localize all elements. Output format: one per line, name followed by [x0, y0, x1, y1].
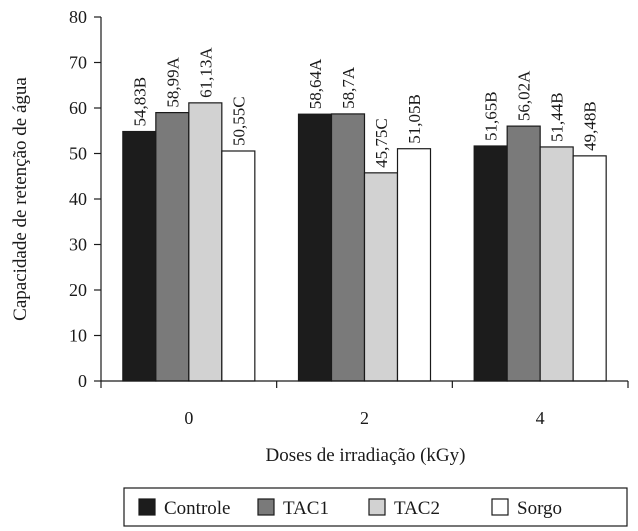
legend-label-tac2: TAC2 — [394, 498, 440, 519]
data-label: 58,99A — [163, 56, 182, 107]
x-axis-title: Doses de irradiação (kGy) — [266, 445, 466, 466]
bar-tac2 — [188, 102, 223, 382]
legend-label-sorgo: Sorgo — [517, 498, 562, 519]
data-label: 45,75C — [372, 118, 391, 168]
bar-controle — [122, 130, 157, 382]
data-label: 61,13A — [196, 47, 215, 98]
y-axis-title: Capacidade de retenção de água — [10, 77, 31, 321]
x-axis-ticks: 0 2 4 — [100, 381, 629, 428]
y-tick-label: 50 — [69, 144, 87, 164]
y-tick-label: 70 — [69, 53, 87, 73]
data-label: 56,02A — [515, 70, 534, 121]
legend-swatch-tac2 — [368, 498, 386, 516]
data-label: 51,65B — [482, 91, 501, 141]
bar-sorgo — [396, 148, 432, 382]
bar-tac1 — [155, 111, 190, 382]
bar-sorgo — [572, 155, 607, 382]
data-label: 58,7A — [339, 66, 358, 109]
y-tick-label: 40 — [69, 189, 87, 209]
y-tick-label: 0 — [78, 371, 87, 391]
data-label: 58,64A — [306, 58, 325, 109]
y-tick-label: 80 — [69, 7, 87, 27]
y-axis-ticks: 0 10 20 30 40 50 60 70 80 — [69, 7, 101, 391]
legend-swatch-sorgo — [491, 498, 509, 516]
y-tick-label: 60 — [69, 98, 87, 118]
bar-tac1 — [506, 125, 541, 382]
legend-label-controle: Controle — [164, 498, 231, 519]
y-tick-label: 30 — [69, 235, 87, 255]
bar-tac2 — [363, 172, 399, 382]
legend-swatch-tac1 — [257, 498, 275, 516]
bar-controle — [297, 113, 333, 382]
x-tick-label: 0 — [184, 408, 193, 428]
bar-tac1 — [330, 113, 366, 382]
bar-groups — [122, 102, 607, 382]
bar-tac2 — [539, 146, 574, 382]
legend: Controle TAC1 TAC2 Sorgo — [123, 487, 628, 527]
data-label: 50,55C — [229, 96, 248, 146]
bar-sorgo — [221, 150, 256, 382]
legend-label-tac1: TAC1 — [283, 498, 329, 519]
bar-controle — [473, 145, 508, 382]
data-label: 51,44B — [548, 92, 567, 142]
data-label: 51,05B — [405, 94, 424, 144]
data-label: 49,48B — [581, 101, 600, 151]
y-tick-label: 10 — [69, 326, 87, 346]
y-tick-label: 20 — [69, 280, 87, 300]
x-tick-label: 2 — [360, 408, 369, 428]
data-labels: 54,83B 58,99A 61,13A 50,55C 58,64A 58,7A 45,75… — [130, 47, 599, 168]
x-tick-label: 4 — [536, 408, 545, 428]
legend-swatch-controle — [138, 498, 156, 516]
data-label: 54,83B — [130, 77, 149, 127]
